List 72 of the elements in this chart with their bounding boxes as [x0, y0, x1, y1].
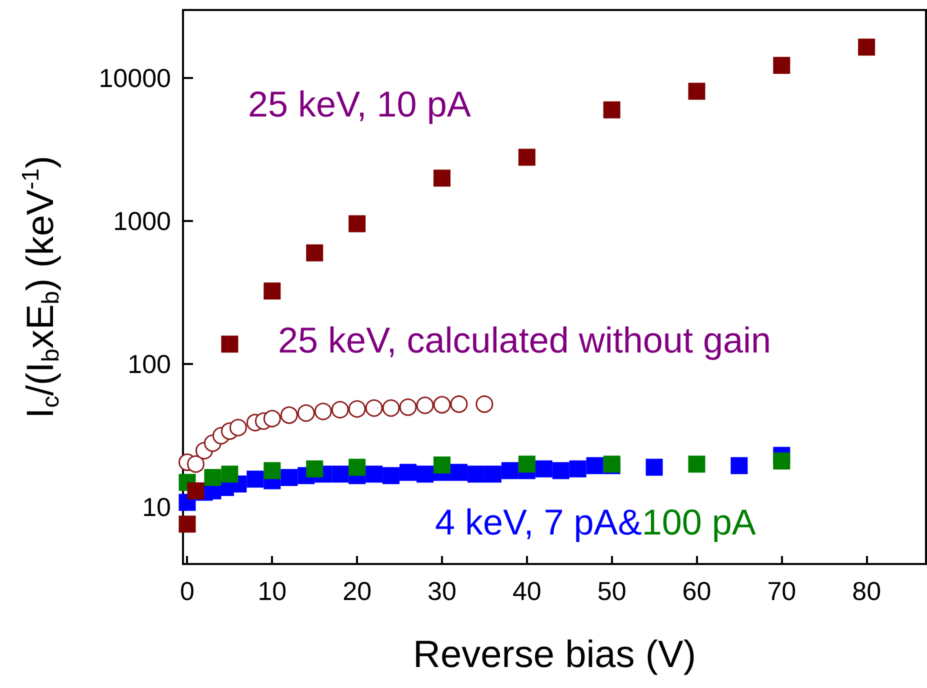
point	[433, 456, 450, 474]
point	[297, 404, 315, 422]
point	[535, 460, 552, 478]
point	[773, 452, 790, 470]
y-tick-label: 100	[128, 349, 171, 380]
point	[365, 399, 383, 417]
y-tick-label: 10	[142, 492, 171, 522]
annotation: 4 keV, 7 pA&	[435, 502, 642, 542]
point	[603, 101, 620, 118]
point	[688, 456, 706, 473]
x-tick-label: 20	[342, 576, 372, 606]
point	[858, 38, 876, 56]
x-tick-label: 60	[682, 576, 712, 606]
point	[263, 410, 281, 428]
point	[246, 470, 264, 488]
point	[178, 516, 196, 533]
point	[348, 215, 366, 232]
annotation: 25 keV, calculated without gain	[278, 320, 772, 360]
point	[450, 464, 468, 481]
text: Ic/(IbxEb) (keV-1)	[18, 156, 64, 418]
x-tick-label: 70	[767, 576, 796, 606]
point	[306, 244, 324, 262]
point	[221, 466, 238, 483]
x-tick-label: 50	[597, 576, 626, 606]
point	[484, 466, 502, 483]
point	[264, 282, 281, 300]
point	[688, 82, 706, 100]
x-tick-label: 0	[180, 576, 194, 606]
point	[314, 402, 332, 420]
y-tick-label: 10000	[98, 63, 171, 94]
point	[450, 395, 468, 413]
point	[586, 457, 604, 474]
point	[187, 455, 204, 473]
x-tick-label: 30	[428, 576, 456, 606]
point	[518, 148, 536, 166]
point	[569, 460, 586, 478]
point	[187, 482, 204, 500]
point	[280, 406, 298, 424]
point	[382, 467, 400, 484]
point	[348, 400, 366, 418]
point	[730, 457, 748, 474]
point	[280, 469, 298, 486]
point	[467, 466, 484, 483]
point	[433, 170, 450, 187]
x-tick-label: 10	[258, 576, 287, 606]
point	[264, 462, 281, 480]
point	[416, 396, 434, 414]
point	[646, 458, 663, 476]
point	[399, 398, 417, 416]
point	[773, 56, 790, 74]
point	[332, 466, 349, 483]
annotation: 100 pA	[642, 502, 756, 542]
point	[229, 418, 247, 436]
point	[518, 456, 536, 473]
y-tick-label: 1000	[113, 206, 171, 236]
point	[400, 464, 417, 481]
point	[416, 466, 434, 483]
point	[501, 462, 518, 480]
point	[433, 396, 451, 414]
point	[204, 469, 222, 486]
x-tick-label: 80	[852, 576, 882, 606]
point	[366, 466, 383, 483]
annotation: 25 keV, 10 pA	[248, 84, 471, 124]
x-axis-title: Reverse bias (V)	[413, 634, 696, 676]
point	[331, 400, 349, 418]
point	[221, 336, 238, 353]
x-tick-label: 40	[512, 576, 542, 606]
point	[348, 458, 366, 476]
point	[306, 460, 324, 478]
point	[382, 399, 400, 417]
point	[552, 462, 570, 480]
point	[476, 395, 494, 413]
